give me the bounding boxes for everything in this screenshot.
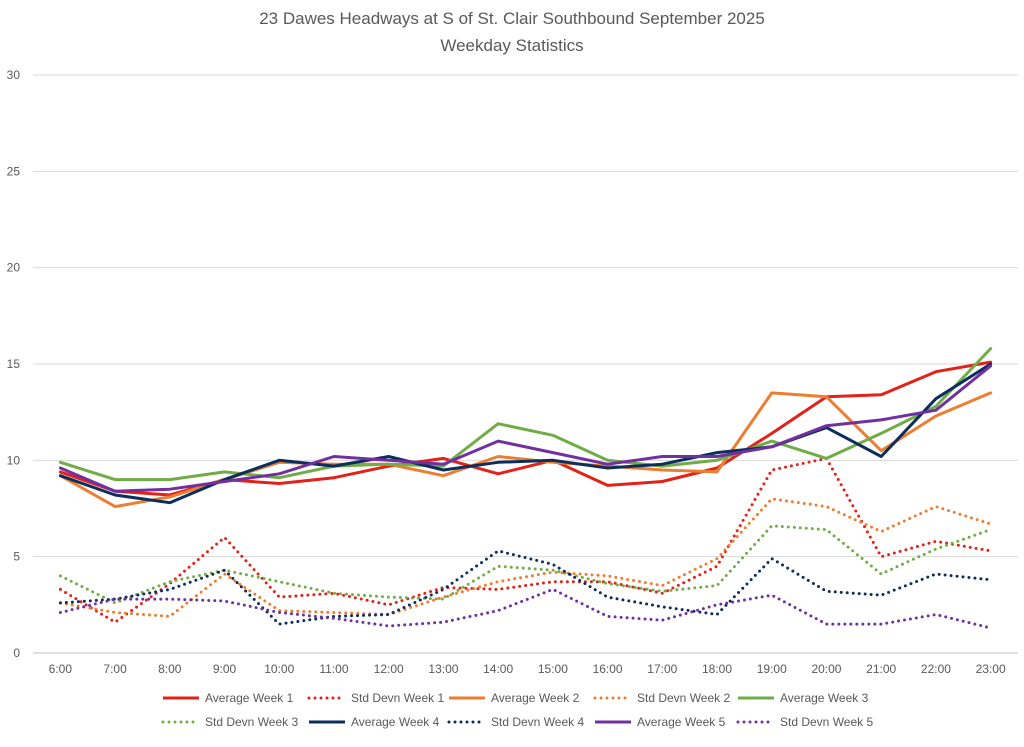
- legend-label: Std Devn Week 1: [351, 691, 444, 705]
- legend-label: Std Devn Week 2: [637, 691, 730, 705]
- legend-item: Average Week 3: [738, 691, 869, 705]
- x-axis-ticks: 6:00 7:00 8:00 9:00 10:00 11:00 12:00 13:00 14:0…: [49, 662, 1006, 676]
- y-tick-label: 25: [7, 164, 21, 178]
- y-tick-label: 30: [7, 68, 21, 82]
- series-line-average-week-4: [58, 362, 993, 505]
- chart-title: 23 Dawes Headways at S of St. Clair Sout…: [259, 9, 765, 28]
- legend-item: Std Devn Week 4: [447, 715, 584, 729]
- legend-label: Average Week 5: [637, 715, 726, 729]
- series-line-average-week-5: [58, 364, 993, 493]
- series-line-std-devn-week-4: [58, 549, 993, 626]
- y-tick-label: 5: [13, 550, 20, 564]
- legend-label: Average Week 1: [205, 691, 294, 705]
- series-line-std-devn-week-5: [58, 587, 993, 630]
- legend-item: Average Week 2: [449, 691, 580, 705]
- x-tick-label: 8:00: [158, 662, 182, 676]
- y-tick-label: 0: [13, 646, 20, 660]
- chart-subtitle: Weekday Statistics: [440, 36, 583, 55]
- series-line-average-week-3: [58, 347, 993, 482]
- legend-item: Average Week 4: [309, 715, 440, 729]
- legend-item: Std Devn Week 2: [593, 691, 730, 705]
- legend-item: Average Week 5: [595, 715, 726, 729]
- x-tick-label: 14:00: [483, 662, 513, 676]
- legend-item: Std Devn Week 5: [736, 715, 873, 729]
- series-line-std-devn-week-2: [58, 497, 993, 618]
- series-lines: [58, 347, 993, 630]
- y-tick-label: 10: [7, 453, 21, 467]
- legend-label: Std Devn Week 3: [205, 715, 298, 729]
- x-tick-label: 16:00: [593, 662, 623, 676]
- x-tick-label: 11:00: [319, 662, 348, 676]
- x-tick-label: 7:00: [103, 662, 127, 676]
- legend-label: Std Devn Week 5: [780, 715, 873, 729]
- legend-label: Average Week 4: [351, 715, 440, 729]
- x-tick-label: 9:00: [213, 662, 237, 676]
- y-tick-label: 15: [7, 357, 21, 371]
- y-axis-ticks: 0 5 10 15 20 25 30: [7, 68, 21, 660]
- x-tick-label: 12:00: [374, 662, 404, 676]
- x-tick-label: 18:00: [702, 662, 732, 676]
- x-tick-label: 6:00: [49, 662, 73, 676]
- x-tick-label: 10:00: [264, 662, 294, 676]
- legend-label: Average Week 2: [491, 691, 580, 705]
- legend-item: Average Week 1: [163, 691, 294, 705]
- legend-label: Std Devn Week 4: [491, 715, 584, 729]
- legend-item: Std Devn Week 1: [307, 691, 444, 705]
- legend-item: Std Devn Week 3: [161, 715, 298, 729]
- x-tick-label: 13:00: [428, 662, 458, 676]
- series-line-std-devn-week-1: [58, 456, 993, 624]
- legend-label: Average Week 3: [780, 691, 869, 705]
- x-tick-label: 15:00: [538, 662, 568, 676]
- x-tick-label: 17:00: [647, 662, 677, 676]
- x-tick-label: 20:00: [811, 662, 841, 676]
- legend: Average Week 1 Std Devn Week 1 Average Wee…: [161, 691, 873, 729]
- x-tick-label: 22:00: [921, 662, 951, 676]
- x-tick-label: 23:00: [976, 662, 1006, 676]
- x-tick-label: 21:00: [866, 662, 896, 676]
- x-tick-label: 19:00: [757, 662, 787, 676]
- y-tick-label: 20: [7, 261, 21, 275]
